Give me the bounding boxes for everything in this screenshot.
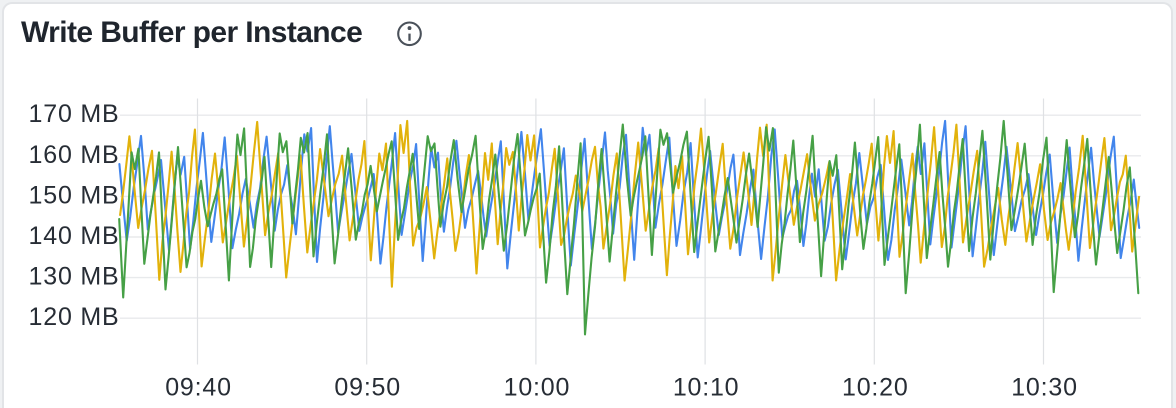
- svg-text:10:20: 10:20: [842, 374, 909, 402]
- svg-text:120 MB: 120 MB: [29, 303, 120, 331]
- svg-text:09:50: 09:50: [334, 374, 401, 402]
- svg-text:10:10: 10:10: [673, 374, 740, 402]
- svg-text:130 MB: 130 MB: [29, 263, 120, 291]
- svg-text:150 MB: 150 MB: [29, 181, 120, 209]
- svg-text:140 MB: 140 MB: [29, 222, 120, 250]
- svg-text:09:40: 09:40: [165, 374, 232, 402]
- svg-text:10:30: 10:30: [1011, 374, 1078, 402]
- svg-text:170 MB: 170 MB: [29, 100, 120, 128]
- svg-text:160 MB: 160 MB: [29, 141, 120, 169]
- svg-text:10:00: 10:00: [504, 374, 571, 402]
